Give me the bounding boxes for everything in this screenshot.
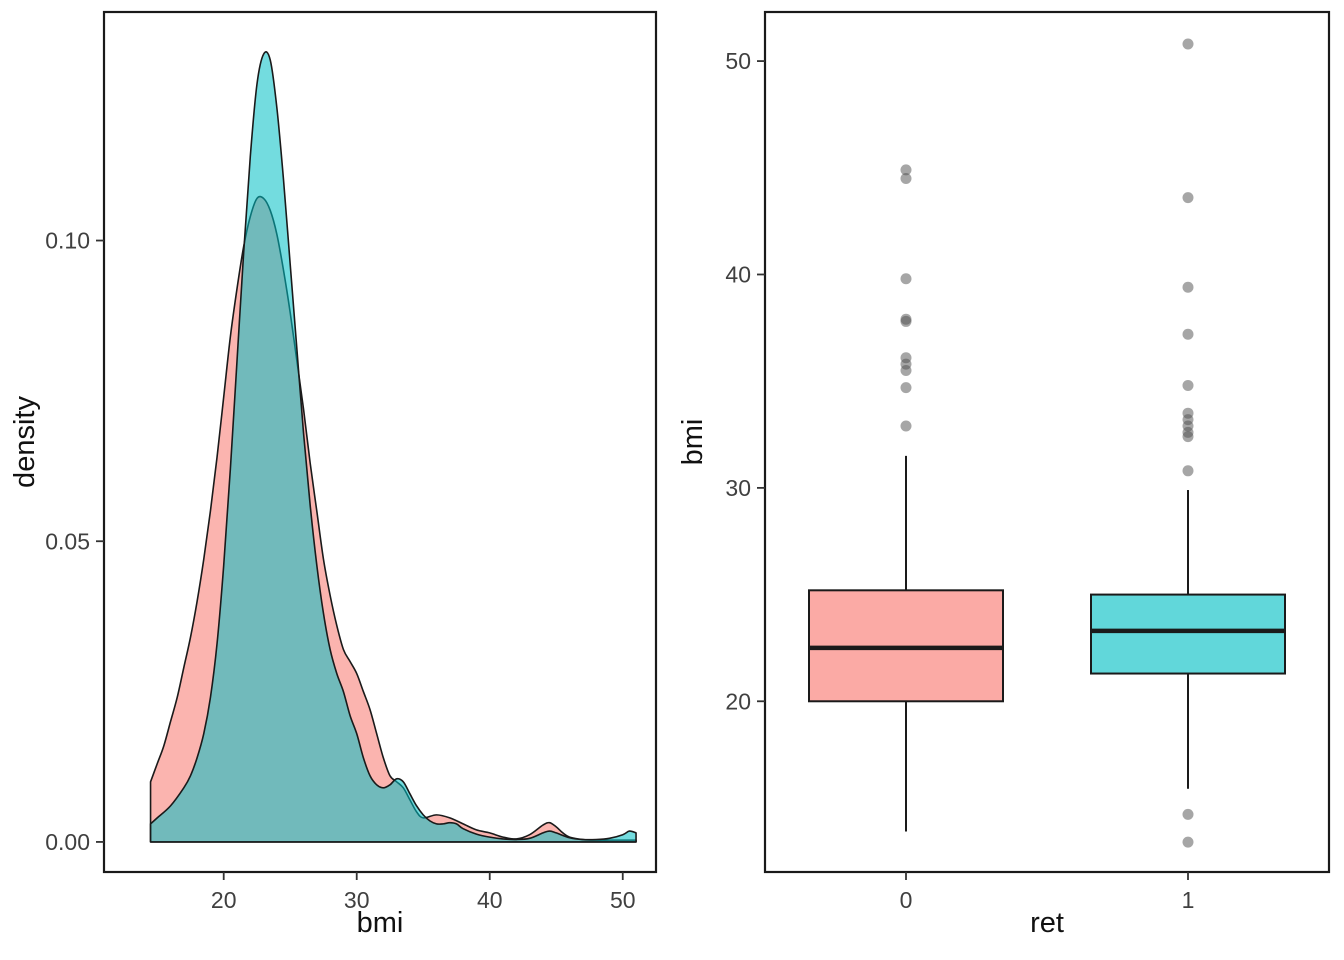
y-tick-label: 0.00 — [45, 829, 90, 855]
outlier-point — [1182, 407, 1194, 419]
y-tick-label: 50 — [725, 48, 751, 74]
outlier-point — [1182, 328, 1194, 340]
outlier-point — [1182, 281, 1194, 293]
outlier-point — [1182, 836, 1194, 848]
x-axis-title: bmi — [357, 907, 404, 939]
outlier-point — [1182, 808, 1194, 820]
outlier-point — [1182, 465, 1194, 477]
outlier-point — [900, 172, 912, 184]
x-tick-label: 0 — [900, 887, 913, 913]
outlier-point — [900, 164, 912, 176]
y-tick-label: 0.05 — [45, 528, 90, 554]
outlier-point — [900, 313, 912, 325]
panel-border — [102, 10, 658, 874]
y-tick-label: 0.10 — [45, 228, 90, 254]
density-area-ret=1 — [149, 51, 637, 843]
x-tick-label: 20 — [211, 887, 237, 913]
x-tick-label: 30 — [344, 887, 370, 913]
density-plot: 20 30 40 50 0.00 0.05 0.10 bmi density — [9, 10, 658, 939]
outlier-point — [900, 420, 912, 432]
box-plot: 20 30 40 50 0 1 ret bmi — [677, 10, 1331, 939]
outlier-point — [1182, 192, 1194, 204]
x-tick-label: 1 — [1182, 887, 1195, 913]
outlier-point — [1182, 379, 1194, 391]
x-axis-title: ret — [1030, 907, 1064, 939]
y-axis-title: bmi — [677, 419, 709, 466]
y-axis-title: density — [9, 396, 41, 488]
outlier-point — [1182, 38, 1194, 50]
y-tick-label: 30 — [725, 475, 751, 501]
y-tick-label: 40 — [725, 262, 751, 288]
outlier-point — [900, 352, 912, 364]
panel-border — [763, 10, 1331, 874]
outlier-point — [900, 382, 912, 394]
x-tick-label: 40 — [477, 887, 503, 913]
box-1 — [1090, 593, 1286, 675]
outlier-point — [900, 273, 912, 285]
y-tick-label: 20 — [725, 688, 751, 714]
x-tick-label: 50 — [610, 887, 636, 913]
